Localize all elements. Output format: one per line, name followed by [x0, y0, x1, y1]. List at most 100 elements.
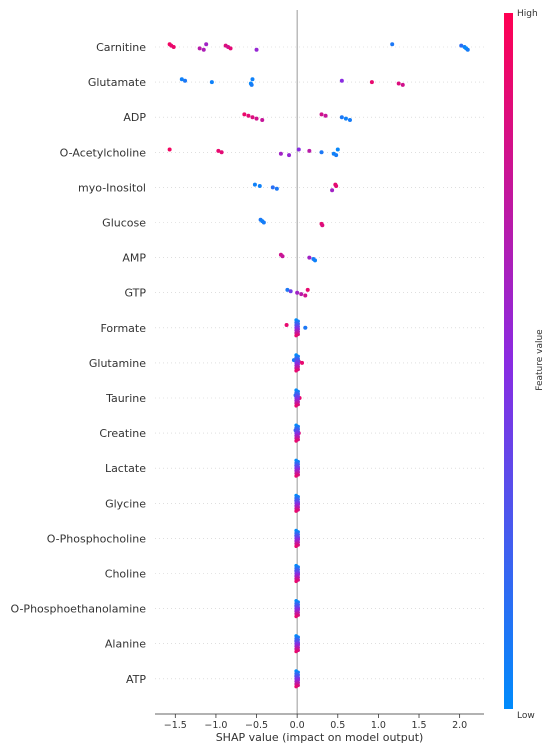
- shap-point: [339, 115, 344, 120]
- feature-label: myo-Inositol: [78, 181, 146, 194]
- shap-point: [288, 289, 293, 294]
- shap-point: [294, 368, 298, 373]
- shap-point: [201, 47, 206, 52]
- shap-point: [280, 254, 285, 259]
- shap-point: [300, 360, 305, 365]
- shap-point: [294, 439, 298, 443]
- x-tick-label: 1.0: [371, 720, 386, 731]
- colorbar-title: Feature value: [535, 329, 545, 391]
- shap-point: [330, 188, 335, 193]
- shap-point: [396, 81, 401, 86]
- shap-point: [219, 150, 224, 155]
- x-tick-label: −1.0: [204, 720, 227, 731]
- feature-label: Glycine: [105, 497, 146, 510]
- shap-point: [167, 147, 172, 152]
- shap-point: [343, 116, 348, 121]
- feature-label: O-Phosphocholine: [47, 532, 147, 545]
- shap-point: [320, 223, 325, 228]
- shap-point: [204, 42, 209, 47]
- shap-point: [183, 78, 188, 83]
- shap-point: [294, 649, 298, 654]
- x-tick-label: 2.0: [452, 720, 467, 731]
- shap-point: [274, 186, 279, 191]
- feature-label: ADP: [123, 111, 146, 124]
- shap-point: [287, 153, 292, 158]
- shap-point: [307, 255, 312, 260]
- data-points: [167, 42, 470, 689]
- shap-point: [295, 290, 300, 295]
- shap-point: [334, 184, 339, 188]
- shap-point: [252, 182, 257, 187]
- shap-point: [459, 43, 464, 48]
- shap-point: [294, 684, 298, 689]
- x-axis: −1.5 −1.0 −0.5 0.0 0.5 1.0 1.5 2.0: [155, 713, 484, 731]
- x-axis-title: SHAP value (impact on model output): [216, 731, 424, 744]
- feature-rows: Carnitine Glutamate ADP O-Acetylcholine myo-…: [11, 41, 484, 686]
- colorbar-gradient: [504, 13, 513, 709]
- shap-point: [339, 78, 344, 83]
- shap-point: [334, 153, 339, 158]
- shap-point: [294, 544, 298, 548]
- shap-point: [307, 148, 312, 153]
- shap-point: [299, 292, 304, 297]
- shap-point: [171, 45, 176, 49]
- shap-point: [390, 42, 395, 47]
- shap-point: [249, 82, 254, 87]
- shap-point: [294, 474, 298, 478]
- shap-point: [246, 113, 251, 118]
- shap-point: [323, 113, 328, 118]
- shap-point: [400, 82, 405, 87]
- feature-label: Glucose: [102, 217, 146, 230]
- x-tick-label: 1.5: [411, 720, 426, 731]
- shap-point: [313, 258, 318, 263]
- shap-point: [228, 46, 233, 51]
- shap-point: [278, 151, 283, 156]
- shap-point: [294, 509, 298, 513]
- x-tick-label: 0.0: [290, 720, 305, 731]
- shap-point: [319, 112, 324, 117]
- shap-point: [254, 116, 259, 121]
- feature-label: AMP: [122, 252, 146, 265]
- shap-point: [250, 77, 255, 82]
- shap-point: [179, 77, 184, 82]
- shap-point: [294, 404, 298, 408]
- shap-point: [257, 184, 262, 188]
- colorbar-high-label: High: [517, 9, 538, 19]
- shap-point: [197, 46, 202, 51]
- shap-point: [294, 579, 298, 584]
- feature-label: Glutamate: [88, 76, 146, 89]
- feature-label: GTP: [125, 287, 147, 300]
- feature-label: Carnitine: [96, 41, 146, 54]
- shap-point: [242, 112, 247, 117]
- colorbar-low-label: Low: [517, 711, 535, 721]
- shap-point: [260, 118, 265, 122]
- shap-point: [285, 287, 290, 292]
- shap-point: [347, 118, 352, 122]
- shap-point: [284, 323, 289, 327]
- colorbar: High Low Feature value: [504, 9, 545, 721]
- feature-label: Taurine: [105, 392, 146, 405]
- shap-point: [465, 47, 470, 52]
- shap-point: [303, 325, 308, 330]
- x-tick-label: −0.5: [245, 720, 268, 731]
- shap-point: [335, 147, 340, 152]
- feature-label: O-Acetylcholine: [60, 146, 147, 159]
- x-tick-label: −1.5: [164, 720, 187, 731]
- shap-point: [305, 287, 310, 292]
- shap-point: [294, 333, 298, 338]
- x-tick-label: 0.5: [330, 720, 345, 731]
- feature-label: Formate: [100, 322, 146, 335]
- feature-label: Creatine: [99, 427, 146, 440]
- feature-label: Choline: [105, 568, 146, 581]
- shap-point: [319, 150, 324, 155]
- shap-point: [270, 185, 275, 190]
- feature-label: O-Phosphoethanolamine: [11, 603, 147, 616]
- shap-point: [209, 80, 214, 85]
- shap-point: [296, 147, 301, 152]
- shap-point: [254, 47, 259, 52]
- feature-label: Glutamine: [89, 357, 146, 370]
- shap-point: [261, 220, 266, 225]
- feature-label: ATP: [126, 673, 146, 686]
- feature-label: Lactate: [105, 462, 146, 475]
